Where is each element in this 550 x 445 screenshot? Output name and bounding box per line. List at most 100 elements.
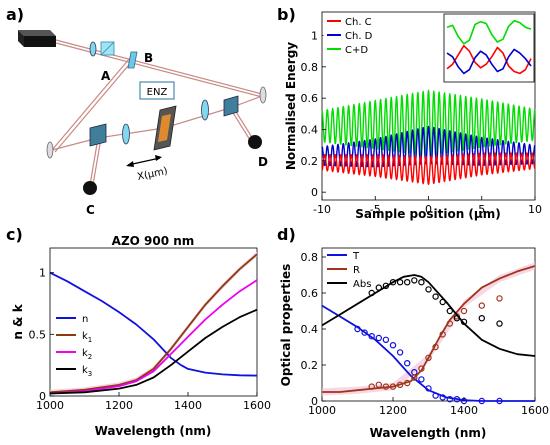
lens-1-icon [89, 41, 97, 57]
series-line-k1 [49, 253, 258, 394]
data-point-abs [460, 318, 468, 325]
legend-label-k2: k2 [82, 348, 92, 361]
panel-a-label: a) [6, 5, 24, 24]
data-point-abs [411, 277, 418, 284]
data-point-abs [496, 320, 503, 327]
legend-label-k1: k1 [82, 331, 92, 344]
data-point-r [418, 365, 425, 372]
panel-b-label: b) [277, 5, 296, 24]
cube-d-icon [223, 95, 239, 117]
data-point-t [446, 396, 453, 403]
data-point-r [389, 383, 397, 390]
x-tick-label: 0 [425, 203, 432, 216]
legend-label-k3: k3 [82, 365, 92, 378]
x-tick-label: 1600 [521, 404, 549, 417]
inset-line-ch-d [446, 48, 532, 75]
chart-b-legend: Ch. C Ch. D C+D [323, 13, 380, 59]
series-line-r [322, 265, 536, 393]
scan-arrow-icon [126, 155, 162, 167]
chart-b-ylabel: Normalised Energy [284, 42, 298, 170]
data-point-abs [439, 298, 446, 306]
laser-source-icon [18, 30, 56, 47]
x-tick-label: 1400 [450, 404, 478, 417]
data-point-t [375, 334, 382, 342]
chart-b-series [321, 89, 536, 186]
data-point-abs [404, 279, 411, 286]
chart-c-series [49, 251, 258, 395]
chart-d-ylabel: Optical properties [279, 264, 293, 387]
data-point-abs [389, 279, 397, 286]
series-line-k3 [49, 308, 258, 395]
data-point-t [396, 349, 404, 356]
polarizer-cube-icon [100, 41, 115, 56]
data-point-t [496, 397, 503, 405]
label-a: A [101, 69, 111, 83]
data-point-r [382, 383, 390, 390]
panel-d-label: d) [277, 225, 296, 244]
chart-d-series [321, 262, 536, 405]
data-point-t [404, 360, 411, 367]
data-point-abs [432, 293, 439, 300]
legend-label-t: T [352, 251, 360, 262]
data-point-r [439, 331, 446, 338]
y-tick-label: 0.8 [301, 251, 319, 264]
data-point-r [446, 320, 453, 327]
panel-a-schematic: a) [6, 5, 268, 217]
data-point-abs [368, 289, 375, 297]
chart-c-ylabel: n & k [11, 303, 25, 339]
legend-label-ch-d: Ch. D [345, 31, 373, 42]
mirror-right-icon [259, 86, 267, 104]
detector-d-icon [248, 135, 262, 149]
inset-line-c-d [446, 19, 532, 45]
data-point-abs [396, 279, 404, 286]
chart-d: 1000 1200 1400 1600 0 0.2 0.4 0.6 0.8 Wavelength… [279, 247, 549, 440]
series-line-n [49, 271, 258, 377]
chart-d-frame [321, 247, 536, 402]
data-point-t [432, 392, 439, 399]
data-point-r [404, 379, 411, 387]
y-tick-label: 0.4 [301, 124, 319, 137]
y-tick-label: 1 [311, 30, 318, 43]
data-point-abs [478, 315, 485, 322]
data-point-r [368, 383, 375, 390]
x-tick-label: 5 [478, 203, 485, 216]
data-point-t [354, 325, 361, 333]
legend-label-n: n [82, 314, 88, 325]
inset-frame [443, 13, 535, 83]
y-tick-label: 0 [311, 186, 318, 199]
chart-d-xlabel: Wavelength (nm) [370, 426, 487, 440]
detector-c-icon [83, 181, 97, 195]
enz-label: ENZ [147, 87, 168, 98]
x-tick-label: 1000 [36, 399, 64, 412]
legend-label-abs: Abs [353, 279, 371, 290]
data-point-t [389, 342, 397, 349]
enz-box [139, 81, 175, 100]
legend-label-r: R [353, 265, 360, 276]
x-tick-label: 1400 [174, 399, 202, 412]
y-tick-label: 0.5 [29, 328, 47, 341]
enz-sample-icon [153, 105, 177, 151]
beamsplitter-icon [127, 51, 138, 69]
x-tick-label: 1000 [308, 404, 336, 417]
data-point-abs [375, 284, 382, 291]
y-tick-label: 0 [311, 395, 318, 408]
series-line-abs [321, 274, 536, 357]
chart-b-xlabel: Sample position (μm) [355, 207, 500, 221]
label-d: D [258, 155, 268, 169]
data-point-t [368, 333, 375, 340]
y-tick-label: 0.4 [301, 323, 319, 336]
label-c: C [86, 203, 95, 217]
data-point-t [439, 394, 446, 401]
data-point-t [453, 396, 461, 403]
chart-c-legend: n k1 k2 k3 [56, 314, 92, 378]
data-point-r [496, 295, 503, 302]
data-point-abs [446, 307, 453, 315]
lens-right-icon [201, 99, 209, 121]
data-point-t [425, 385, 432, 392]
x-tick-label: -5 [370, 203, 381, 216]
data-point-abs [425, 286, 432, 293]
x-tick-label: 1600 [243, 399, 271, 412]
data-point-t [361, 329, 368, 336]
data-point-abs [453, 315, 461, 322]
